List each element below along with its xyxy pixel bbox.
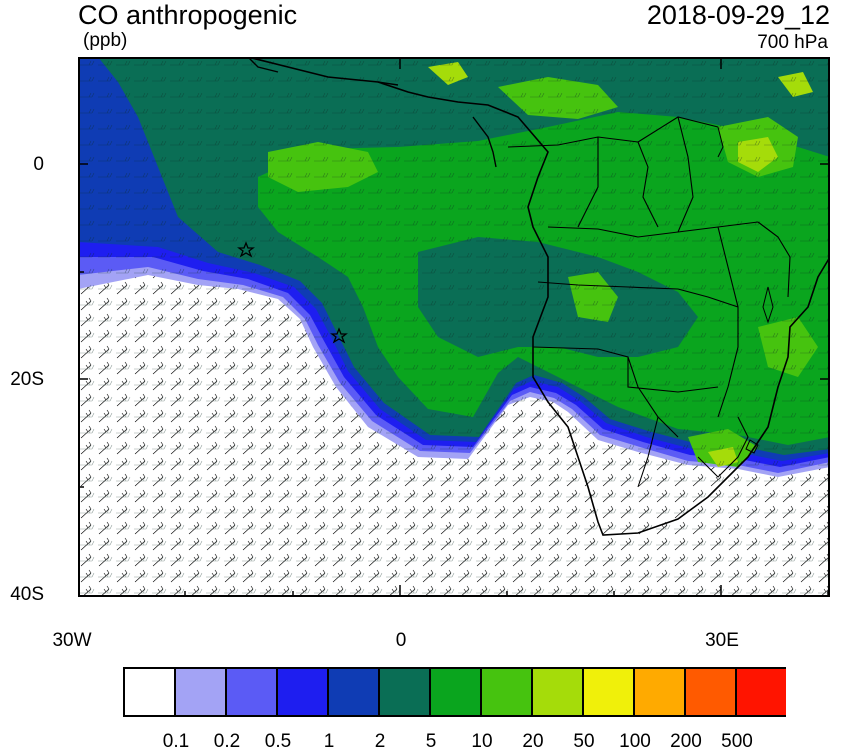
colorbar-swatch — [225, 667, 278, 717]
colorbar-label: 20 — [522, 731, 544, 752]
colorbar-label: 0.5 — [264, 731, 292, 752]
colorbar-label: 2 — [374, 731, 386, 752]
wind-barbs-continent — [78, 57, 830, 597]
gulf-of-guinea-coast — [247, 57, 497, 168]
map-title: CO anthropogenic — [78, 0, 298, 30]
colorbar-swatch — [531, 667, 584, 717]
station-star-marker — [330, 327, 348, 344]
units-label: (ppb) — [83, 30, 128, 51]
station-markers — [237, 241, 348, 344]
pressure-level-label: 700 hPa — [757, 32, 828, 53]
colorbar-swatch — [480, 667, 533, 717]
colorbar-swatch — [276, 667, 329, 717]
co-concentration-map — [78, 57, 830, 597]
colorbar-label: 100 — [619, 731, 651, 752]
colorbar-swatch — [633, 667, 686, 717]
colorbar-label: 50 — [573, 731, 595, 752]
colorbar — [123, 667, 786, 717]
colorbar-swatch — [582, 667, 635, 717]
station-star-marker — [237, 241, 255, 258]
colorbar-label: 5 — [425, 731, 437, 752]
colorbar-label: 500 — [721, 731, 753, 752]
y-tick-label-0: 0 — [33, 154, 44, 175]
lake-outline — [717, 126, 774, 454]
colorbar-swatch — [735, 667, 786, 717]
map-frame — [78, 57, 830, 597]
x-tick-label-0: 0 — [395, 630, 407, 651]
colorbar-swatch — [123, 667, 176, 717]
colorbar-swatch — [684, 667, 737, 717]
datetime-label: 2018-09-29_12 — [646, 0, 830, 30]
colorbar-label: 0.1 — [162, 731, 190, 752]
colorbar-swatch — [327, 667, 380, 717]
africa-coastline — [247, 57, 830, 536]
colorbar-label: 10 — [471, 731, 493, 752]
y-tick-label-20s: 20S — [10, 369, 44, 390]
colorbar-label: 200 — [670, 731, 702, 752]
colorbar-label: 0.2 — [213, 731, 241, 752]
y-tick-label-40s: 40S — [10, 584, 44, 605]
x-tick-label-30e: 30E — [705, 630, 739, 651]
colorbar-swatch — [378, 667, 431, 717]
colorbar-label: 1 — [323, 731, 335, 752]
country-borders — [507, 116, 791, 488]
colorbar-swatch — [429, 667, 482, 717]
x-tick-label-30w: 30W — [52, 630, 92, 651]
frame-ticks — [78, 57, 830, 597]
colorbar-swatch — [174, 667, 227, 717]
